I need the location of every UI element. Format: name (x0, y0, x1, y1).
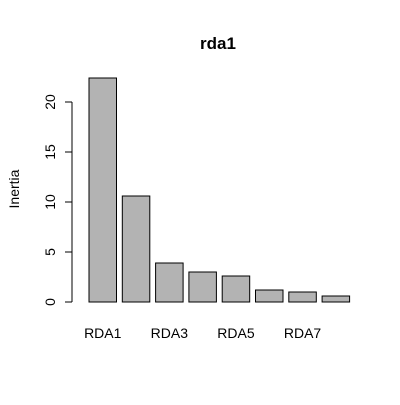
x-labels-group: RDA1 RDA3 RDA5 RDA7 (84, 325, 321, 341)
y-axis-label: Inertia (6, 169, 22, 208)
bar-rda8 (321, 295, 351, 303)
bar-rda2 (121, 195, 151, 303)
bar-rda1 (88, 77, 117, 303)
bar-rda5 (221, 275, 251, 303)
bar-rda3 (155, 262, 184, 303)
y-axis: 0 5 10 15 20 (42, 94, 73, 306)
y-tick-label: 0 (42, 298, 58, 306)
bar-rda7 (288, 291, 317, 303)
chart-title: rda1 (200, 34, 236, 53)
bar-rda6 (255, 289, 284, 303)
x-category-label: RDA7 (284, 325, 322, 341)
y-tick-label: 15 (42, 144, 58, 160)
x-category-label: RDA1 (84, 325, 122, 341)
x-category-label: RDA5 (217, 325, 255, 341)
y-tick-label: 5 (42, 248, 58, 256)
bars-group (88, 77, 351, 303)
y-tick-label: 20 (42, 94, 58, 110)
y-tick-label: 10 (42, 194, 58, 210)
x-category-label: RDA3 (151, 325, 189, 341)
bar-rda4 (188, 271, 217, 303)
